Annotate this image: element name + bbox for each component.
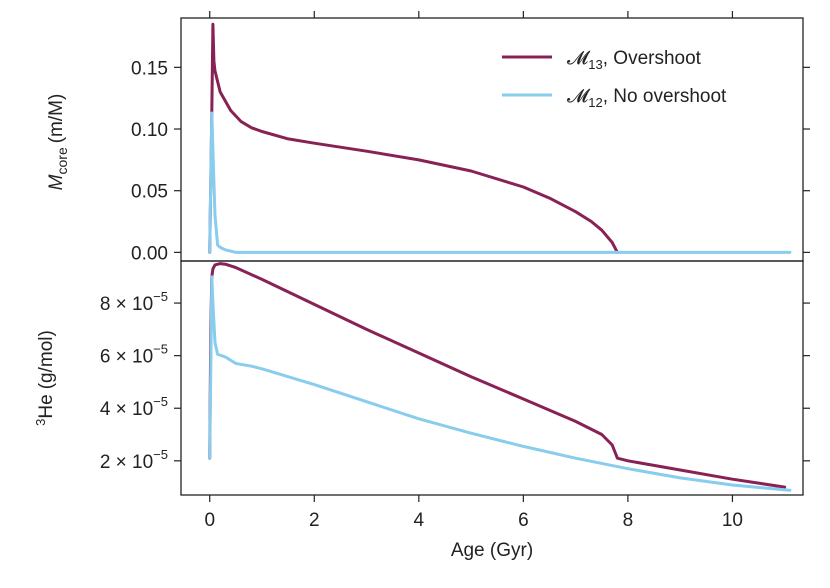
bottom-y-ticks: 2 × 10−5 4 × 10−5 6 × 10−5 8 × 10−5 [100, 289, 810, 473]
top-series-group [208, 22, 792, 254]
bottom-line-m13-overshoot [208, 262, 787, 489]
top-y-tick-label: 0.05 [131, 182, 168, 203]
top-y-ticks: 0.00 0.05 0.10 0.15 [131, 58, 810, 264]
x-tick-label: 10 [722, 510, 743, 531]
x-tick-label: 2 [309, 510, 320, 531]
panel-top-core-mass: 0.000.050.100.15 𝓜13, Overshoot 𝓜12, No … [46, 17, 810, 264]
legend-label-no-overshoot: 𝓜12, No overshoot [567, 86, 727, 110]
top-line-m13-overshoot [208, 22, 619, 254]
bottom-axes-frame [180, 260, 804, 496]
top-line-m12-no-overshoot [208, 111, 792, 254]
legend-symbol-overshoot: 𝓜 [567, 48, 591, 69]
top-y-tick-label: 0.00 [131, 243, 168, 264]
legend-label-overshoot: 𝓜13, Overshoot [567, 48, 702, 72]
x-tick-label: 0 [204, 510, 215, 531]
legend-suffix-no-overshoot: , No overshoot [603, 86, 727, 107]
bottom-y-tick-label: 2 × 10−5 [100, 447, 168, 473]
legend: 𝓜13, Overshoot 𝓜12, No overshoot [502, 48, 727, 110]
legend-subscript-overshoot: 13 [588, 57, 602, 72]
bottom-x-ticks: 0 2 4 6 8 10 [204, 11, 743, 531]
bottom-y-axis-label: 3He(g/mol) [33, 330, 57, 426]
bottom-series-group [208, 262, 792, 492]
x-tick-label: 6 [518, 510, 529, 531]
bottom-y-tick-label: 6 × 10−5 [100, 342, 168, 368]
x-axis-label: Age (Gyr) [451, 540, 533, 561]
top-y-tick-label: 0.15 [131, 58, 168, 79]
legend-symbol-no-overshoot: 𝓜 [567, 86, 591, 107]
top-y-tick-label: 0.10 [131, 120, 168, 141]
bottom-y-tick-label: 4 × 10−5 [100, 394, 168, 420]
top-y-axis-label: Mcore(m/M) [46, 94, 70, 191]
bottom-y-tick-label: 8 × 10−5 [100, 289, 168, 315]
x-tick-label: 8 [623, 510, 634, 531]
panel-bottom-helium3: 2 × 10−5 4 × 10−5 6 × 10−5 8 × 10−5 0 2 4 6 8 10… [33, 11, 810, 561]
bottom-line-m12-no-overshoot [208, 275, 792, 492]
legend-subscript-no-overshoot: 12 [588, 95, 602, 110]
x-tick-label: 4 [414, 510, 425, 531]
legend-suffix-overshoot: , Overshoot [603, 48, 702, 69]
top-axes-frame [180, 17, 804, 262]
